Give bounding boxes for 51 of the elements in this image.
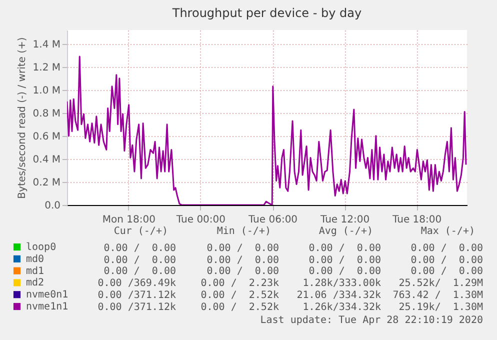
text: 0.00 / 0.00 [410,243,483,254]
text: 0.00 /371.12k [98,290,176,301]
x-tick-label: Tue 18:00 [392,214,442,226]
y-tick-label: 1.4 M [32,39,60,50]
text: 0.00 / 0.00 [308,254,381,266]
text: 0.00 / 2.52k [200,290,279,301]
text: 0.00 / 0.00 [308,243,381,254]
text: 0.00 / 0.00 [308,266,381,278]
y-tick-label: 0.6 M [32,131,60,142]
text: 1.28k/333.00k [302,278,381,290]
text: 1.26k/334.32k [302,302,381,312]
text: 21.06 /334.32k [296,290,381,301]
text: Min (-/+) [216,226,271,237]
text: 0.00 / 0.00 [410,266,483,278]
text: Last update: Tue Apr 28 22:10:19 2020 [260,315,483,326]
legend-label: loop0 [26,242,56,253]
y-axis-title: Bytes/second read (-) / write (+) [16,37,28,199]
text: 25.52k/ 1.29M [398,278,483,290]
text: 0.00 / 2.52k [200,302,279,312]
legend-label: md0 [26,254,44,265]
text: 0.00 /369.49k [98,278,176,290]
line-series [67,56,467,205]
y-tick-label: 0.4 M [32,154,60,166]
y-tick-label: 1.2 M [32,62,60,74]
x-tick-label: Mon 18:00 [102,214,156,226]
y-tick-label: 0.2 M [32,177,60,188]
text: 0.00 / 0.00 [104,243,176,254]
x-tick-label: Tue 06:00 [247,214,298,226]
legend-label: md2 [26,278,44,289]
text: 0.00 / 0.00 [206,254,279,266]
legend-label: md1 [26,266,44,277]
text: 0.00 / 0.00 [206,243,279,254]
text: 0.00 / 0.00 [104,254,176,266]
text: 0.00 / 2.23k [200,278,279,290]
text: 25.19k/ 1.30M [398,302,483,312]
chart-title: Throughput per device - by day [171,6,362,20]
text: 0.00 / 0.00 [206,266,279,278]
y-tick-label: 0.0 [44,200,60,212]
text: 763.42 / 1.30M [392,290,483,301]
text: Cur (-/+) [114,226,168,237]
text: 0.00 /371.12k [98,302,176,312]
text: 0.00 / 0.00 [104,266,176,278]
y-tick-label: 0.8 M [32,108,60,120]
x-tick-label: Tue 12:00 [320,214,370,226]
text: Avg (-/+) [318,226,373,237]
text: Max (-/+) [420,226,475,237]
text: 0.00 / 0.00 [410,254,483,266]
y-tick-label: 1.0 M [32,85,60,96]
x-tick-label: Tue 00:00 [175,214,226,226]
legend-label: nvme0n1 [26,290,68,301]
legend-label: nvme1n1 [26,302,68,312]
